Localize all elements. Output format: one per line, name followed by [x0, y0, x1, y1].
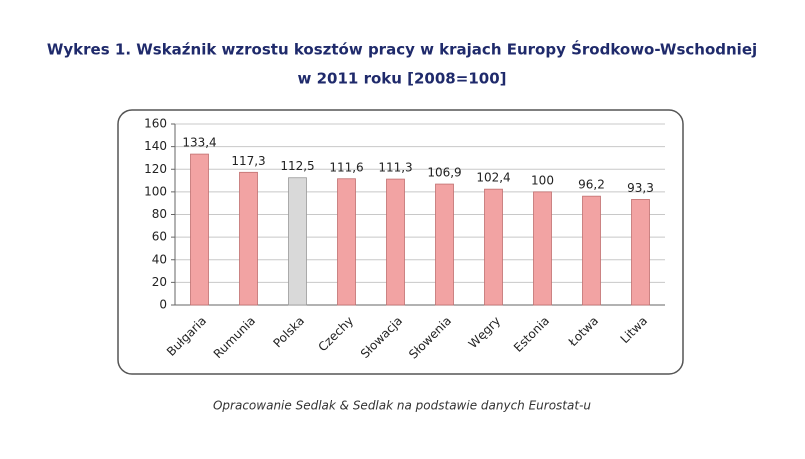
bar: [582, 195, 601, 306]
y-tick-label: 140: [144, 139, 167, 153]
bar: [190, 153, 209, 306]
bar: [484, 188, 503, 306]
y-tick-label: 160: [144, 117, 167, 131]
y-tick-label: 0: [159, 298, 167, 312]
bar: [288, 177, 307, 306]
y-tick-label: 60: [152, 230, 167, 244]
value-label: 133,4: [182, 136, 216, 150]
y-tick-label: 80: [152, 207, 167, 221]
value-label: 117,3: [231, 154, 265, 168]
value-label: 100: [531, 173, 554, 187]
value-label: 112,5: [280, 159, 314, 173]
bar: [631, 199, 650, 306]
bar: [337, 178, 356, 306]
y-tick-label: 120: [144, 162, 167, 176]
chart-title: w 2011 roku [2008=100]: [298, 70, 507, 88]
y-tick-label: 20: [152, 275, 167, 289]
value-label: 102,4: [476, 171, 510, 185]
y-tick-label: 100: [144, 184, 167, 198]
value-label: 111,6: [329, 160, 363, 174]
bar: [435, 183, 454, 306]
y-tick-label: 40: [152, 252, 167, 266]
value-label: 111,3: [378, 161, 412, 175]
bar: [386, 178, 405, 306]
source-note: Opracowanie Sedlak & Sedlak na podstawie…: [213, 399, 591, 413]
chart-title: Wykres 1. Wskaźnik wzrostu kosztów pracy…: [47, 40, 757, 59]
bar: [239, 171, 258, 306]
bar: [533, 191, 552, 306]
value-label: 96,2: [578, 178, 605, 192]
value-label: 106,9: [427, 166, 461, 180]
value-label: 93,3: [627, 181, 654, 195]
